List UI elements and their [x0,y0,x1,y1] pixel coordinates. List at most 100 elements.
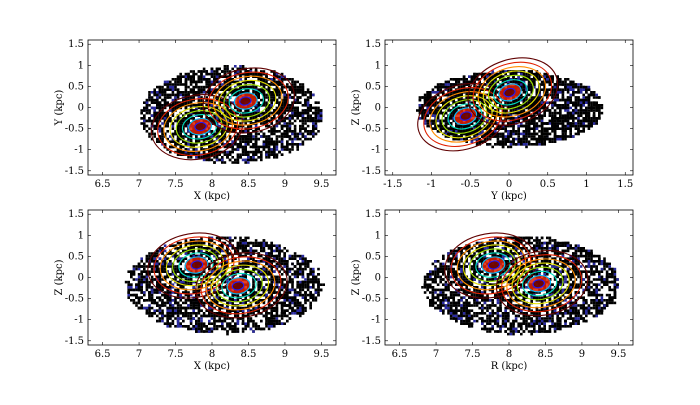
density-cell [419,99,422,102]
density-cell [528,143,531,146]
density-cell [268,130,271,133]
density-cell [302,133,305,136]
density-cell [187,78,190,81]
density-cell [286,140,289,143]
density-cell [234,125,237,128]
density-cell [473,135,476,138]
density-cell [200,73,203,76]
density-cell [231,156,234,159]
density-cell [244,161,247,164]
density-cell [562,133,565,136]
density-cell [289,135,292,138]
density-cell [203,143,206,146]
density-cell [541,140,544,143]
density-cell [307,91,310,94]
density-cell [286,109,289,112]
density-cell [172,86,175,89]
density-cell [525,127,528,130]
density-cell [528,86,531,89]
density-cell [278,151,281,154]
density-cell [520,73,523,76]
density-cell [208,159,211,162]
density-cell [309,96,312,99]
density-cell [564,117,567,120]
density-cell [226,68,229,71]
density-cell [283,130,286,133]
density-cell [179,81,182,84]
density-cell [442,101,445,104]
density-cell [151,96,154,99]
density-cell [289,117,292,120]
density-cell [530,114,533,117]
density-cell [489,94,492,97]
density-cell [564,83,567,86]
density-cell [164,94,167,97]
density-cell [554,114,557,117]
density-cell [538,138,541,141]
density-cell [289,86,292,89]
density-cell [582,127,585,130]
density-cell [221,70,224,73]
density-cell [543,112,546,115]
density-cell [156,140,159,143]
density-cell [551,107,554,110]
density-cell [296,146,299,149]
density-cell [447,133,450,136]
density-cell [559,127,562,130]
density-cell [179,146,182,149]
density-cell [307,107,310,110]
density-cell [569,99,572,102]
density-cell [434,91,437,94]
density-cell [299,83,302,86]
density-cell [187,156,190,159]
density-cell [211,75,214,78]
density-cell [255,151,258,154]
density-cell [562,81,565,84]
density-cell [595,122,598,125]
density-cell [195,91,198,94]
density-cell [255,140,258,143]
density-cell [190,88,193,91]
density-cell [257,148,260,151]
density-cell [426,120,429,123]
density-cell [309,130,312,133]
density-cell [172,133,175,136]
density-cell [200,75,203,78]
density-cell [567,86,570,89]
density-cell [283,91,286,94]
density-cell [143,101,146,104]
density-cell [507,130,510,133]
density-cell [146,107,149,110]
density-cell [307,114,310,117]
density-cell [276,135,279,138]
density-cell [169,117,172,120]
density-cell [525,117,528,120]
density-cell [536,112,539,115]
density-cell [270,151,273,154]
density-cell [538,130,541,133]
density-cell [585,99,588,102]
density-cell [465,138,468,141]
density-cell [185,81,188,84]
density-cell [562,127,565,130]
density-cell [317,130,320,133]
density-cell [146,99,149,102]
density-cell [317,112,320,115]
density-cell [564,120,567,123]
density-cell [315,120,318,123]
density-cell [564,99,567,102]
density-cell [598,114,601,117]
density-cell [580,99,583,102]
density-cell [429,94,432,97]
density-cell [250,117,253,120]
density-cell [432,120,435,123]
density-cell [575,117,578,120]
density-cell [268,143,271,146]
density-cell [294,112,297,115]
density-cell [580,120,583,123]
density-cell [234,94,237,97]
density-cell [216,151,219,154]
density-cell [304,130,307,133]
density-cell [153,107,156,110]
density-cell [525,138,528,141]
